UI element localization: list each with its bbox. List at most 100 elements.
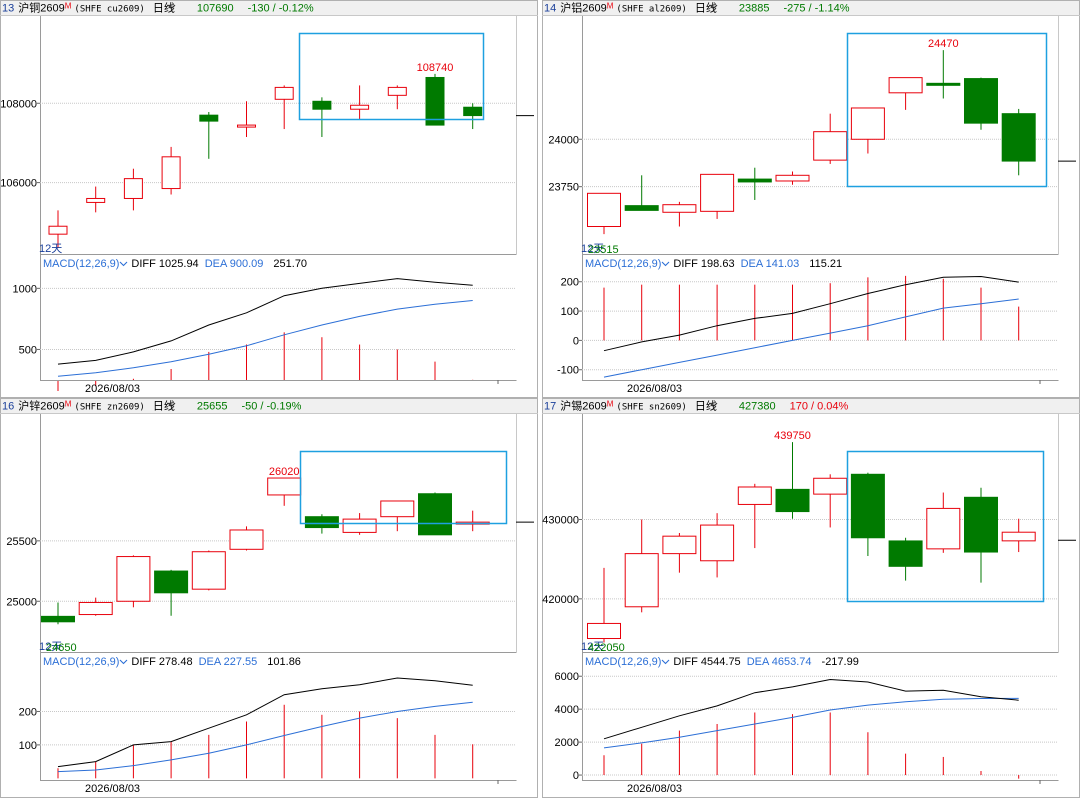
macd-label[interactable]: MACD(12,26,9) bbox=[43, 258, 119, 270]
macd-tick-label: 100 bbox=[561, 306, 579, 318]
candle-body bbox=[463, 106, 483, 117]
candle-body bbox=[964, 496, 998, 553]
panel-number: 13 bbox=[2, 3, 14, 15]
dea-value: DEA 4653.74 bbox=[747, 656, 812, 668]
selection-box[interactable] bbox=[299, 450, 508, 525]
selection-box[interactable] bbox=[846, 32, 1048, 188]
period-selector[interactable]: 日线 bbox=[153, 1, 175, 15]
instrument-code: (SHFE cu2609) bbox=[74, 5, 144, 15]
price-change: -130 / -0.12% bbox=[248, 3, 314, 15]
dea-line bbox=[57, 300, 473, 377]
diff-value: DIFF 278.48 bbox=[131, 656, 192, 668]
date-label: 2026/08/03 bbox=[627, 383, 682, 395]
period-selector[interactable]: 日线 bbox=[695, 399, 717, 413]
last-price: 23885 bbox=[739, 3, 770, 15]
candle-body bbox=[587, 622, 621, 640]
chart-panel-13: 13 沪铜2609M (SHFE cu2609) 日线 107690 -130 / -0.… bbox=[0, 0, 538, 398]
day-count-label: 12天 bbox=[39, 641, 62, 653]
panel-header-bar bbox=[1, 1, 537, 15]
selection-box[interactable] bbox=[298, 32, 485, 121]
diff-value: DIFF 1025.94 bbox=[131, 258, 198, 270]
chevron-down-icon[interactable] bbox=[661, 261, 670, 267]
date-label: 2026/08/03 bbox=[85, 383, 140, 395]
candle-body bbox=[700, 524, 735, 562]
chevron-down-icon[interactable] bbox=[119, 659, 128, 665]
macd-label[interactable]: MACD(12,26,9) bbox=[585, 258, 661, 270]
candle-body bbox=[624, 205, 659, 211]
chart-panel-16: 16 沪锌2609M (SHFE zn2609) 日线 25655 -50 / -0.19… bbox=[0, 398, 538, 798]
candle-body bbox=[700, 173, 735, 212]
panel-number: 14 bbox=[544, 3, 556, 15]
macd-value: 101.86 bbox=[267, 656, 301, 668]
price-change: -275 / -1.14% bbox=[783, 3, 849, 15]
panel-header: 16 沪锌2609M (SHFE zn2609) 日线 25655 -50 / -0.19… bbox=[2, 399, 302, 413]
candle-body bbox=[304, 516, 339, 529]
price-tick-label: 106000 bbox=[0, 178, 37, 190]
candle-body bbox=[926, 507, 961, 550]
candle-body bbox=[926, 82, 961, 86]
low-price-label: 24650 bbox=[46, 642, 77, 654]
last-price: 427380 bbox=[739, 401, 776, 413]
chevron-down-icon[interactable] bbox=[119, 261, 128, 267]
main-contract-flag: M bbox=[607, 2, 614, 11]
high-price-label: 439750 bbox=[774, 430, 811, 442]
macd-tick-label: 200 bbox=[19, 706, 37, 718]
macd-label[interactable]: MACD(12,26,9) bbox=[43, 656, 119, 668]
candle-body bbox=[737, 486, 772, 505]
candle-body bbox=[425, 76, 445, 126]
dea-value: DEA 141.03 bbox=[741, 258, 800, 270]
chevron-down-icon[interactable] bbox=[167, 402, 176, 408]
main-contract-flag: M bbox=[65, 2, 72, 11]
panel-frame bbox=[0, 0, 538, 398]
period-selector[interactable]: 日线 bbox=[695, 1, 717, 15]
panel-number: 16 bbox=[2, 401, 14, 413]
candle-body bbox=[312, 100, 332, 110]
panel-header: 14 沪铝2609M (SHFE al2609) 日线 23885 -275 / -1.1… bbox=[544, 1, 850, 15]
price-tick-label: 25000 bbox=[6, 596, 37, 608]
panel-frame bbox=[0, 398, 538, 798]
chart-panel-14: 14 沪铝2609M (SHFE al2609) 日线 23885 -275 / -1.1… bbox=[542, 0, 1080, 398]
instrument-name: 沪锡2609 bbox=[560, 399, 606, 413]
candle-body bbox=[274, 86, 294, 100]
macd-value: -217.99 bbox=[822, 656, 859, 668]
diff-line bbox=[603, 275, 1019, 352]
macd-value: 115.21 bbox=[809, 258, 842, 270]
instrument-name: 沪锌2609 bbox=[18, 399, 64, 413]
macd-tick-label: 2000 bbox=[555, 737, 579, 749]
selection-box[interactable] bbox=[846, 450, 1045, 603]
price-tick-label: 25500 bbox=[6, 536, 37, 548]
price-tick-label: 108000 bbox=[0, 98, 37, 110]
panel-header-bar bbox=[543, 399, 1079, 413]
macd-label[interactable]: MACD(12,26,9) bbox=[585, 656, 661, 668]
macd-tick-label: 6000 bbox=[555, 671, 579, 683]
candle-body bbox=[154, 570, 189, 594]
chevron-down-icon[interactable] bbox=[661, 659, 670, 665]
dea-value: DEA 900.09 bbox=[205, 258, 264, 270]
period-selector[interactable]: 日线 bbox=[153, 399, 175, 413]
macd-value: 251.70 bbox=[273, 258, 307, 270]
day-count-label: 12天 bbox=[581, 243, 604, 255]
macd-legend: MACD(12,26,9) DIFF 1025.94 DEA 900.09 251.7… bbox=[43, 258, 307, 270]
low-price-label: 422050 bbox=[588, 642, 625, 654]
chevron-down-icon[interactable] bbox=[709, 4, 718, 10]
price-change: 170 / 0.04% bbox=[790, 401, 849, 413]
candle-body bbox=[229, 529, 264, 550]
candle-body bbox=[418, 493, 452, 536]
chevron-down-icon[interactable] bbox=[167, 4, 176, 10]
low-price-label: 23515 bbox=[588, 244, 619, 256]
instrument-name: 沪铝2609 bbox=[560, 1, 606, 15]
candle-body bbox=[662, 204, 697, 213]
price-tick-label: 430000 bbox=[542, 515, 579, 527]
candle-body bbox=[813, 477, 848, 495]
diff-line bbox=[57, 278, 473, 365]
chevron-down-icon[interactable] bbox=[709, 402, 718, 408]
panel-header: 17 沪锡2609M (SHFE sn2609) 日线 427380 170 / 0.04… bbox=[544, 399, 849, 413]
diff-line bbox=[57, 677, 473, 768]
macd-tick-label: -100 bbox=[557, 365, 579, 377]
candle-body bbox=[888, 77, 923, 94]
high-price-label: 26020 bbox=[269, 466, 300, 478]
instrument-code: (SHFE al2609) bbox=[616, 5, 686, 15]
candle-body bbox=[1001, 113, 1036, 162]
main-contract-flag: M bbox=[607, 400, 614, 409]
